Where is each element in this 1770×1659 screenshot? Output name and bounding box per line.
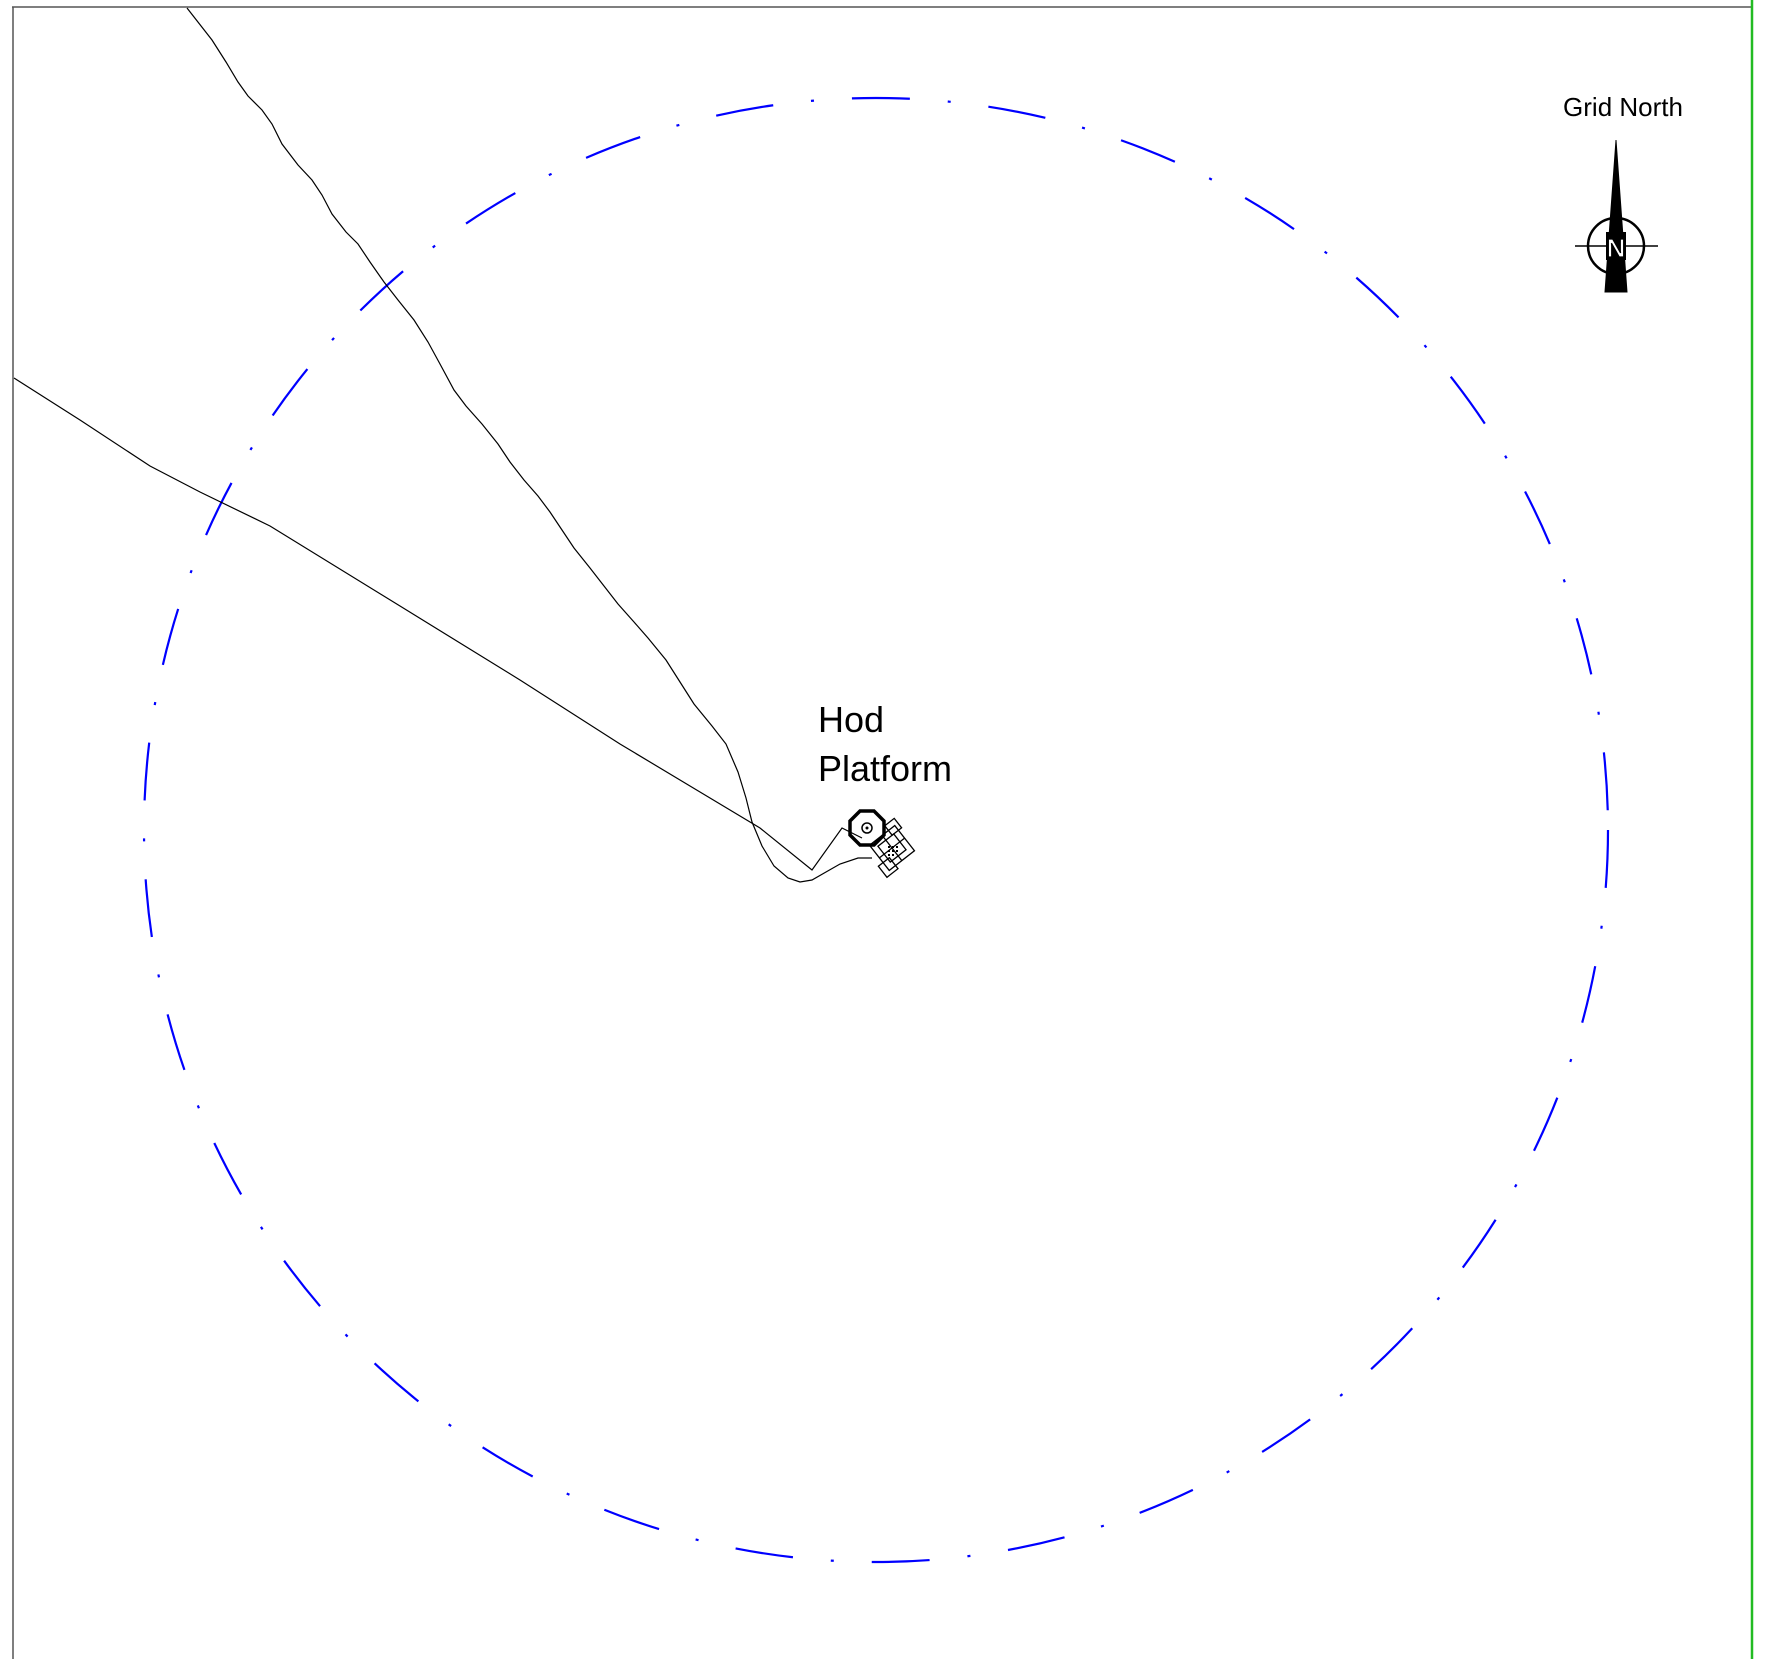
north-arrow: Grid North N xyxy=(1563,92,1683,293)
compass-letter: N xyxy=(1607,233,1626,263)
north-arrow-needle-icon xyxy=(1604,139,1628,293)
pipeline-west xyxy=(13,377,863,871)
north-arrow-label: Grid North xyxy=(1563,92,1683,122)
safety-zone-circle xyxy=(142,96,1610,1564)
platform-grid-detail xyxy=(888,846,898,856)
platform-deck xyxy=(868,817,916,879)
pipeline-north xyxy=(186,7,872,883)
compass-letter-bg xyxy=(1606,232,1626,260)
platform-octagon xyxy=(848,809,886,847)
platform-label-line1: Hod xyxy=(818,699,884,740)
platform-center-dot xyxy=(865,826,869,830)
platform-center-ring xyxy=(861,822,873,834)
platform-label-line2: Platform xyxy=(818,748,952,789)
platform-structure[interactable] xyxy=(848,809,920,879)
